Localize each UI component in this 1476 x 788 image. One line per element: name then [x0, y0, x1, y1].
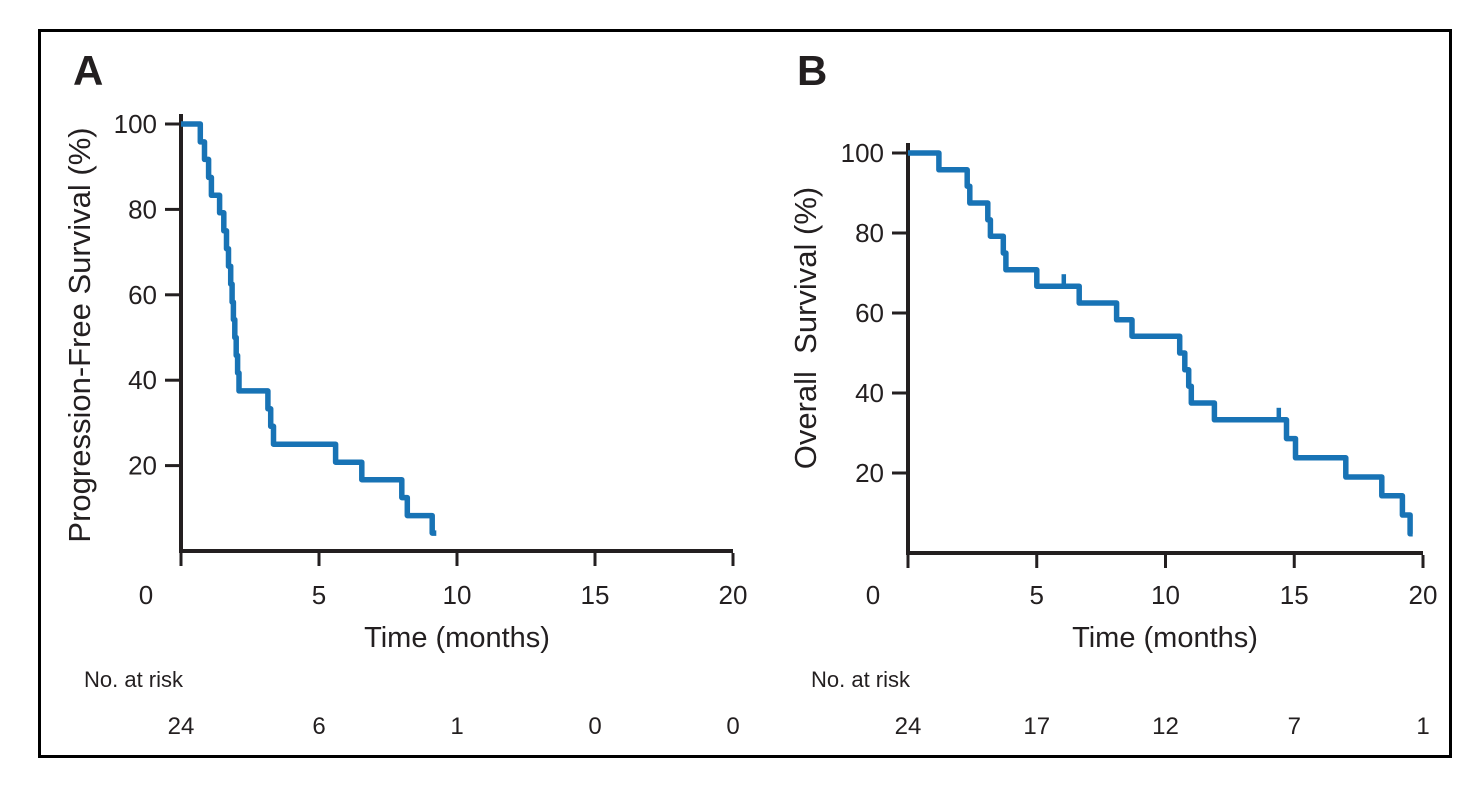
axes-b [906, 143, 1423, 555]
panel-a-y-axis-title: Progression-Free Survival (%) [62, 127, 97, 543]
risk-count-b: 17 [1023, 713, 1050, 740]
x-tick-label-b: 20 [1409, 580, 1438, 610]
figure-border [38, 29, 1452, 758]
km-curve-b [908, 150, 1413, 537]
panel-b-x-axis-title: Time (months) [1072, 622, 1258, 654]
y-tick-label-a: 40 [128, 365, 157, 395]
y-tick-label-b: 20 [855, 458, 884, 488]
y-tick-label-a: 100 [114, 109, 157, 139]
x-tick-label-a: 10 [443, 580, 472, 610]
y-tick-label-b: 100 [841, 138, 884, 168]
panel-b-y-axis-title: Overall Survival (%) [788, 186, 823, 470]
y-tick-label-a: 80 [128, 194, 157, 224]
axes-a [179, 114, 733, 553]
x-tick-label-b: 10 [1151, 580, 1180, 610]
risk-count-b: 7 [1288, 713, 1301, 740]
risk-count-a: 24 [168, 713, 195, 740]
y-tick-label-b: 40 [855, 378, 884, 408]
x-tick-label-b: 0 [866, 580, 880, 610]
y-tick-label-a: 20 [128, 451, 157, 481]
panel-a-x-axis-title: Time (months) [364, 622, 550, 654]
risk-count-b: 24 [895, 713, 922, 740]
panel-b-label: B [797, 47, 828, 94]
risk-count-a: 0 [588, 713, 601, 740]
risk-count-a: 1 [450, 713, 463, 740]
panel-b-no-at-risk-label: No. at risk [811, 667, 911, 692]
x-tick-label-a: 15 [581, 580, 610, 610]
risk-count-b: 1 [1416, 713, 1429, 740]
y-tick-label-a: 60 [128, 280, 157, 310]
x-tick-label-b: 5 [1030, 580, 1044, 610]
x-tick-label-a: 5 [312, 580, 326, 610]
risk-count-a: 0 [726, 713, 739, 740]
km-curve-a [181, 121, 437, 536]
panel-a-label: A [73, 47, 104, 94]
risk-count-b: 12 [1152, 713, 1179, 740]
risk-count-a: 6 [312, 713, 325, 740]
panel-a-no-at-risk-label: No. at risk [84, 667, 184, 692]
x-tick-label-b: 15 [1280, 580, 1309, 610]
y-tick-label-b: 80 [855, 218, 884, 248]
x-tick-label-a: 20 [719, 580, 748, 610]
y-tick-label-b: 60 [855, 298, 884, 328]
x-tick-label-a: 0 [139, 580, 153, 610]
